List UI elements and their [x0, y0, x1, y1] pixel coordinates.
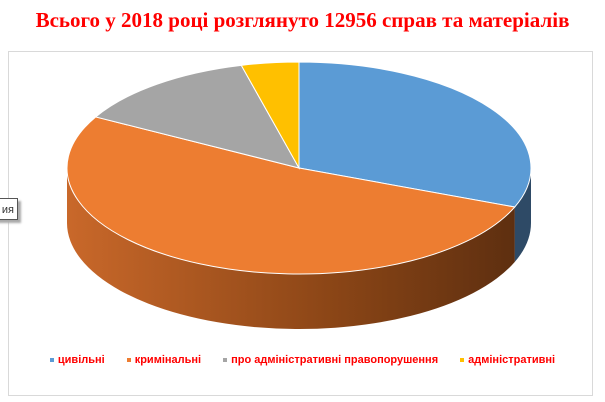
chart-title: Всього у 2018 році розглянуто 12956 спра… — [35, 8, 570, 32]
legend-swatch — [49, 358, 54, 362]
legend-item-civil[interactable]: цивільні — [49, 354, 105, 366]
legend: цивільні кримінальні про адміністративні… — [0, 354, 605, 366]
legend-swatch — [223, 358, 228, 362]
legend-item-administrative[interactable]: адміністративні — [460, 354, 555, 366]
legend-item-criminal[interactable]: кримінальні — [126, 354, 202, 366]
legend-swatch — [460, 358, 465, 362]
chart-area[interactable] — [8, 51, 593, 396]
tooltip: ия — [0, 198, 18, 220]
legend-label: про адміністративні правопорушення — [231, 354, 439, 366]
pie-slice-2[interactable] — [94, 64, 301, 169]
legend-swatch — [126, 358, 131, 362]
legend-label: цивільні — [57, 354, 105, 366]
legend-item-admin-offences[interactable]: про адміністративні правопорушення — [223, 354, 438, 366]
pie-slice-1[interactable] — [66, 116, 516, 275]
legend-label: адміністративні — [468, 354, 556, 366]
pie-side-1 — [67, 168, 515, 329]
pie-side-0 — [514, 168, 531, 263]
pie-slice-0[interactable] — [298, 61, 532, 208]
pie-slice-3[interactable] — [240, 61, 300, 170]
legend-label: кримінальні — [134, 354, 202, 366]
